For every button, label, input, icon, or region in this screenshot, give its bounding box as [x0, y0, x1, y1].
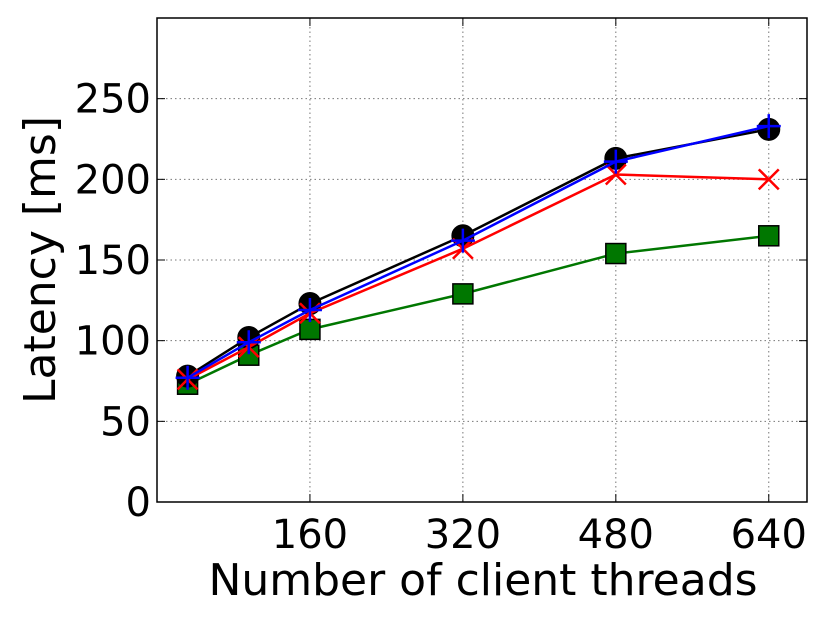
marker	[175, 365, 200, 390]
marker	[605, 242, 627, 265]
x-tick-label: 320	[425, 512, 501, 558]
marker	[299, 318, 321, 341]
x-tick-label: 160	[272, 512, 348, 558]
y-tick-label: 250	[75, 77, 151, 123]
marker	[297, 298, 322, 323]
marker	[236, 330, 261, 355]
series-line	[187, 234, 769, 386]
marker	[758, 225, 780, 247]
x-tick-label: 640	[731, 512, 807, 558]
x-axis-label: Number of client threads	[208, 555, 757, 606]
marker	[756, 114, 781, 139]
series-line	[187, 173, 769, 381]
marker	[603, 149, 628, 174]
marker	[757, 168, 780, 191]
marker	[452, 283, 474, 305]
plot-frame	[156, 17, 808, 503]
y-tick-label: 150	[75, 238, 151, 284]
marker	[604, 163, 627, 186]
y-tick-label: 0	[126, 480, 151, 526]
marker	[450, 228, 475, 253]
x-tick-label: 480	[578, 512, 654, 558]
y-tick-label: 50	[100, 399, 151, 445]
series-line	[186, 124, 770, 379]
y-tick-label: 100	[75, 319, 151, 365]
y-axis-label: Latency [ms]	[15, 116, 66, 404]
series-line	[186, 128, 769, 378]
y-tick-label: 200	[75, 157, 151, 203]
